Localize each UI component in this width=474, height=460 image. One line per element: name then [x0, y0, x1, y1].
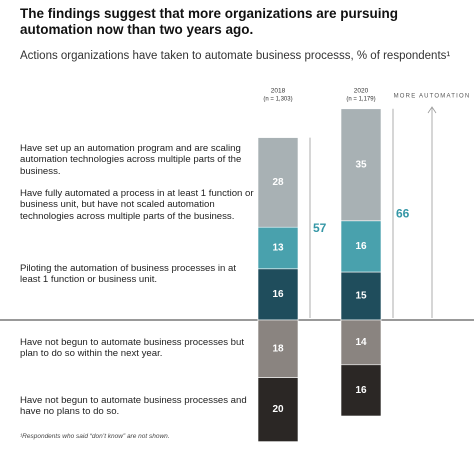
data-label: 16 [272, 289, 284, 300]
sample-size: (n = 1,179) [346, 97, 375, 103]
data-label: 35 [355, 159, 367, 170]
bar-segment [340, 271, 382, 321]
data-label: 14 [355, 337, 367, 348]
total-label: 66 [396, 207, 410, 221]
chart-subtitle: Actions organizations have taken to auto… [20, 50, 451, 62]
category-label: 2020 [354, 88, 369, 95]
arrow-head [427, 106, 437, 114]
data-label: 28 [272, 177, 284, 188]
row-label: Have not begun to automate business proc… [20, 337, 244, 360]
row-label: Have set up an automation program and ar… [20, 143, 242, 177]
data-label: 20 [272, 404, 284, 415]
category-label: 2018 [271, 88, 286, 95]
bar-segment [257, 137, 299, 228]
bar-segment [340, 364, 382, 417]
footnote: ¹Respondents who said “don’t know” are n… [20, 433, 170, 440]
row-label: Have fully automated a process in at lea… [20, 188, 254, 222]
row-label: Have not begun to automate business proc… [20, 395, 247, 418]
data-label: 18 [272, 343, 284, 354]
chart-title: The findings suggest that more organizat… [20, 6, 399, 37]
data-label: 16 [355, 241, 367, 252]
row-label: Piloting the automation of business proc… [20, 263, 236, 286]
arrow-label: MORE AUTOMATION [394, 94, 471, 100]
bar-segment [257, 319, 299, 378]
data-label: 16 [355, 385, 367, 396]
bar-segment [340, 319, 382, 366]
bar-segment [340, 220, 382, 273]
bar-segment [257, 377, 299, 442]
total-label: 57 [313, 221, 327, 235]
bar-segment [257, 226, 299, 270]
data-label: 13 [272, 243, 284, 254]
bar-segment [340, 108, 382, 222]
sample-size: (n = 1,303) [263, 97, 292, 103]
data-label: 15 [355, 291, 367, 302]
